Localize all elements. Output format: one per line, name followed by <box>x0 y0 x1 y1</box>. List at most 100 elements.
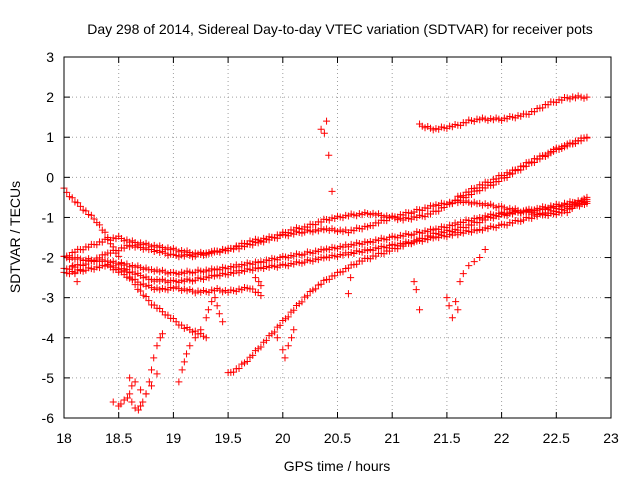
data-point <box>443 294 451 302</box>
data-point <box>255 278 263 286</box>
data-point <box>580 94 588 102</box>
data-point <box>137 386 145 394</box>
data-point <box>131 281 139 289</box>
data-points <box>60 92 591 414</box>
data-point <box>123 394 131 402</box>
data-point <box>153 370 161 378</box>
data-point <box>456 278 464 286</box>
data-point <box>298 298 306 306</box>
data-point <box>412 286 420 294</box>
y-tick-label: -2 <box>42 250 55 266</box>
x-tick-label: 19.5 <box>214 430 241 446</box>
data-point <box>65 254 73 262</box>
data-point <box>580 195 588 203</box>
data-point <box>202 334 210 342</box>
data-point <box>158 330 166 338</box>
x-tick-label: 19 <box>166 430 182 446</box>
data-point <box>574 197 582 205</box>
data-point <box>235 364 243 372</box>
data-point <box>416 306 424 314</box>
data-point <box>276 321 284 329</box>
data-point <box>465 262 473 270</box>
data-point <box>262 336 270 344</box>
data-point <box>271 328 279 336</box>
data-point <box>583 133 591 141</box>
data-point <box>148 382 156 390</box>
y-tick-label: 0 <box>46 169 54 185</box>
data-point <box>284 342 292 350</box>
data-point <box>208 298 216 306</box>
y-tick-label: -6 <box>42 410 55 426</box>
series-track-top-right <box>416 92 591 134</box>
data-point <box>312 285 320 293</box>
series-track-upper-2 <box>60 193 591 273</box>
data-point <box>213 302 221 310</box>
data-point <box>131 378 139 386</box>
x-tick-label: 23 <box>603 430 619 446</box>
data-point <box>139 398 147 406</box>
data-point <box>76 266 84 274</box>
x-tick-label: 21 <box>384 430 400 446</box>
data-point <box>87 211 95 219</box>
data-point <box>178 366 186 374</box>
data-point <box>350 250 358 258</box>
data-point <box>202 314 210 322</box>
data-point <box>137 287 145 295</box>
y-tick-label: 3 <box>46 49 54 65</box>
data-point <box>448 314 456 322</box>
plot-frame <box>63 56 612 419</box>
x-axis: 18 18.5 19 19.5 20 20.5 21 21.5 22 22.5 23 <box>56 57 619 446</box>
data-point <box>257 343 265 351</box>
data-point <box>481 246 489 254</box>
data-point <box>74 199 82 207</box>
data-point <box>145 297 153 305</box>
data-point <box>128 382 136 390</box>
data-point <box>476 254 484 262</box>
data-point <box>215 310 223 318</box>
y-tick-label: -5 <box>42 370 55 386</box>
data-point <box>211 294 219 302</box>
data-point <box>183 350 191 358</box>
data-point <box>186 342 194 350</box>
data-point <box>574 137 582 145</box>
series-track-upper-1 <box>60 134 591 260</box>
data-point <box>71 270 79 278</box>
data-point <box>249 351 257 359</box>
data-point <box>323 117 331 125</box>
x-tick-label: 22 <box>494 430 510 446</box>
data-point <box>73 278 81 286</box>
data-point <box>126 374 134 382</box>
data-point <box>580 134 588 142</box>
data-point <box>148 366 156 374</box>
data-point <box>583 93 591 101</box>
data-point <box>137 402 145 410</box>
data-point <box>452 298 460 306</box>
x-tick-label: 18 <box>56 430 72 446</box>
y-tick-label: -4 <box>42 330 55 346</box>
data-point <box>583 195 591 203</box>
data-point <box>317 280 325 288</box>
data-point <box>115 252 123 260</box>
series-track-descending <box>60 184 210 342</box>
data-point <box>109 398 117 406</box>
data-point <box>145 378 153 386</box>
data-point <box>251 274 259 282</box>
data-point <box>150 354 158 362</box>
data-point <box>126 390 134 398</box>
data-point <box>344 290 352 298</box>
data-point <box>197 326 205 334</box>
data-point <box>128 398 136 406</box>
data-point <box>574 92 582 100</box>
data-point <box>142 390 150 398</box>
data-point <box>410 278 418 286</box>
series-scatter-clusters <box>65 117 489 414</box>
data-point <box>90 215 98 223</box>
data-point <box>445 302 453 310</box>
data-point <box>68 194 76 202</box>
data-point <box>134 406 142 414</box>
series-track-rising-long <box>224 195 591 377</box>
data-point <box>156 334 164 342</box>
data-point <box>317 125 325 133</box>
data-point <box>243 358 251 366</box>
